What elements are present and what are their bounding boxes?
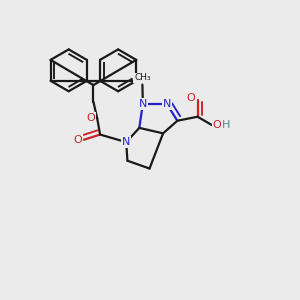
Text: O: O — [213, 120, 221, 130]
Text: N: N — [139, 99, 147, 109]
Text: O: O — [186, 93, 195, 103]
Text: O: O — [86, 113, 95, 123]
Text: H: H — [221, 120, 230, 130]
Text: O: O — [74, 135, 82, 145]
Text: CH₃: CH₃ — [134, 74, 151, 82]
Text: N: N — [163, 99, 171, 109]
Text: N: N — [122, 137, 130, 147]
